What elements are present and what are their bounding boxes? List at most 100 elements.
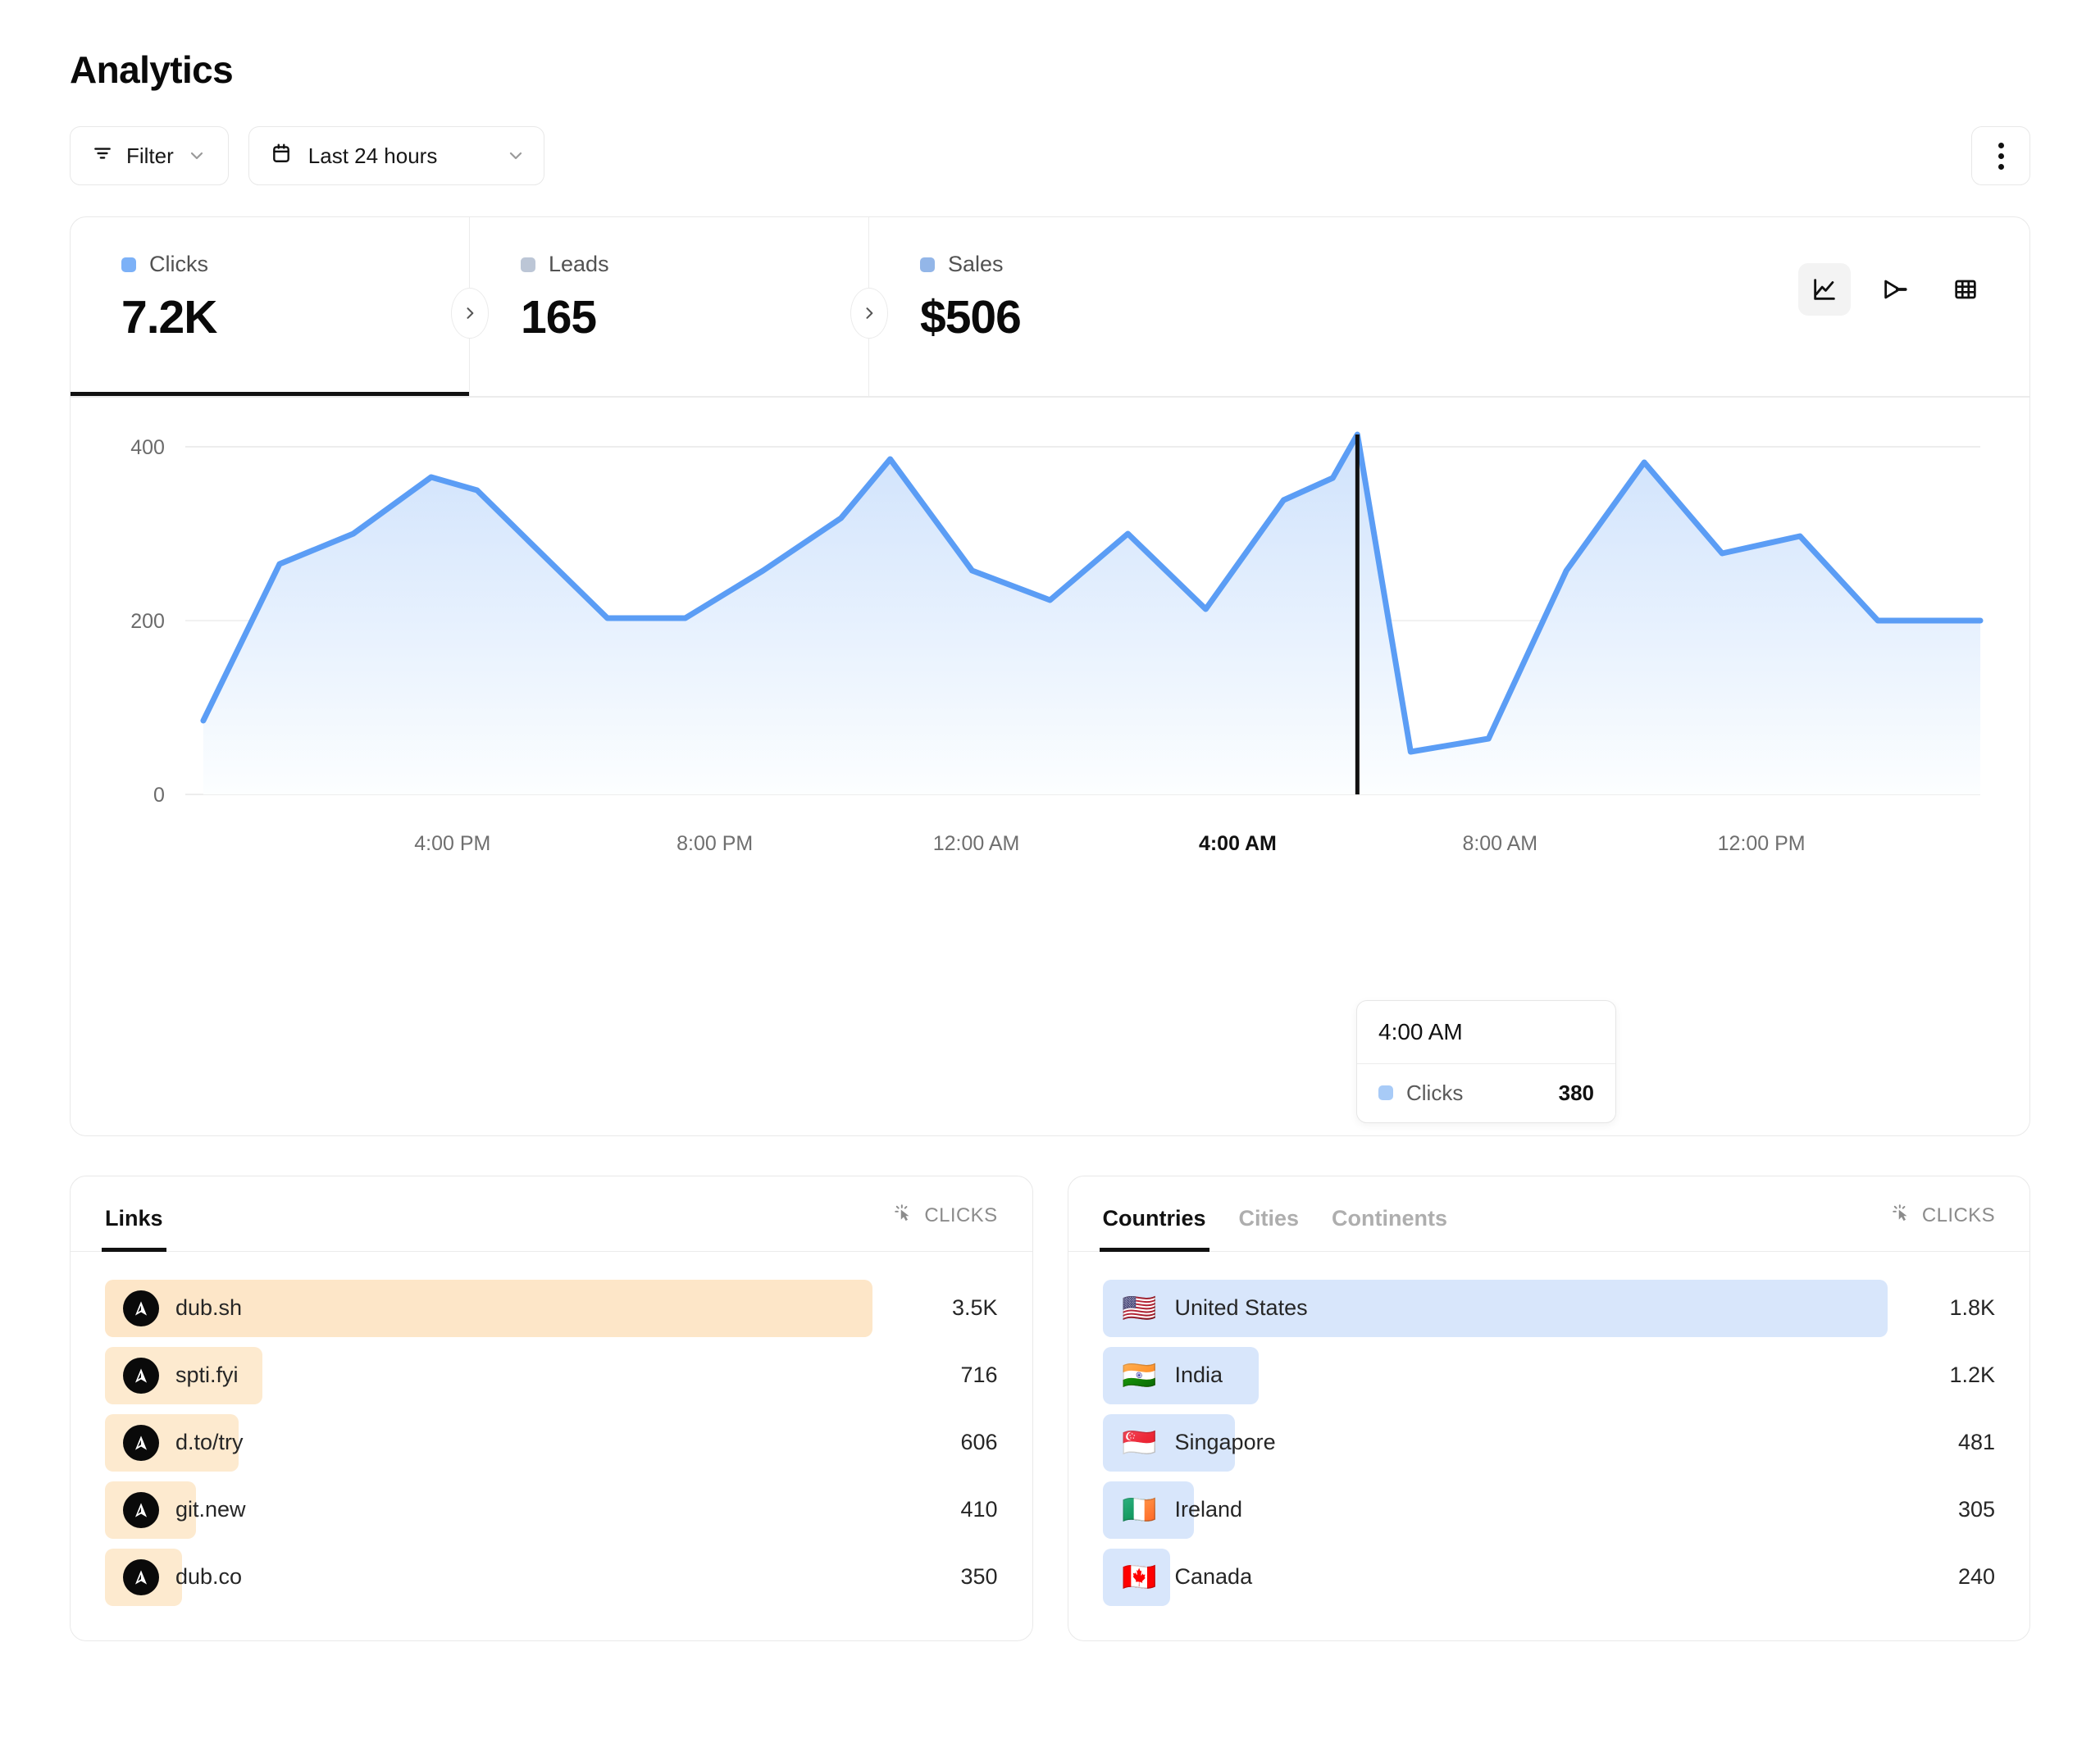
- toolbar: Filter Last 24 hours: [70, 126, 2030, 185]
- list-item[interactable]: 🇸🇬 Singapore 481: [1102, 1413, 1995, 1472]
- view-mode-switcher: [1798, 263, 1992, 316]
- chart-tooltip: 4:00 AM Clicks 380: [1356, 999, 1616, 1123]
- svg-text:0: 0: [153, 784, 165, 807]
- chevron-down-icon: [506, 146, 526, 166]
- country-value: 305: [1957, 1497, 1995, 1522]
- link-value: 716: [960, 1363, 998, 1388]
- click-cursor-icon: [893, 1203, 914, 1230]
- metric-head: Leads: [521, 252, 868, 277]
- metric-head: Sales: [920, 252, 1269, 277]
- metric-card-leads[interactable]: Leads 165: [470, 217, 869, 396]
- dub-logo-icon: [123, 1491, 159, 1528]
- dub-logo-icon: [123, 1558, 159, 1595]
- flag-icon-ca: 🇨🇦: [1122, 1560, 1157, 1594]
- chart-area-fill: [203, 434, 1981, 794]
- list-item[interactable]: spti.fyi 716: [105, 1346, 998, 1404]
- dub-logo-icon: [123, 1357, 159, 1394]
- metric-label: Sales: [948, 252, 1004, 276]
- links-tabs: Links: [102, 1176, 166, 1253]
- tab-continents[interactable]: Continents: [1332, 1205, 1448, 1231]
- svg-text:200: 200: [130, 610, 165, 633]
- list-item[interactable]: d.to/try 606: [105, 1413, 998, 1472]
- locations-tabs: Countries Cities Continents: [1099, 1176, 1448, 1253]
- country-value: 1.8K: [1949, 1295, 1995, 1321]
- metric-next-chevron-1[interactable]: [451, 288, 489, 339]
- link-value: 606: [960, 1430, 998, 1455]
- click-cursor-icon: [1891, 1203, 1912, 1230]
- svg-text:12:00 PM: 12:00 PM: [1718, 832, 1806, 855]
- country-name: Singapore: [1174, 1430, 1276, 1455]
- x-axis-labels: 4:00 PM 8:00 PM 12:00 AM 4:00 AM 8:00 AM…: [414, 832, 1805, 855]
- metric-label: Leads: [549, 252, 609, 276]
- metric-card-sales[interactable]: Sales $506: [869, 217, 1269, 396]
- leads-color-dot: [521, 257, 535, 272]
- link-value: 410: [960, 1497, 998, 1522]
- dub-logo-icon: [123, 1290, 159, 1326]
- metric-value: 165: [521, 291, 597, 344]
- link-name: d.to/try: [175, 1430, 244, 1455]
- locations-metric-label: CLICKS: [1921, 1204, 1995, 1227]
- kebab-dot: [1998, 142, 2004, 148]
- links-panel-header: Links CLICKS: [71, 1176, 1032, 1253]
- link-name: dub.sh: [175, 1295, 243, 1321]
- row-bar: [1102, 1481, 1194, 1539]
- country-name: India: [1174, 1363, 1223, 1388]
- metric-card-clicks[interactable]: Clicks 7.2K: [71, 217, 470, 396]
- metric-next-chevron-2[interactable]: [850, 288, 888, 339]
- view-mode-table[interactable]: [1939, 263, 1992, 316]
- links-metric-toggle[interactable]: CLICKS: [893, 1203, 997, 1251]
- dub-logo-icon: [123, 1424, 159, 1461]
- more-options-button[interactable]: [1971, 126, 2030, 185]
- row-bar: [1102, 1548, 1171, 1606]
- filter-button[interactable]: Filter: [70, 126, 229, 185]
- clicks-area-chart[interactable]: 400 200 0 4:00 PM 8:00 PM 12:00 AM 4:00 …: [71, 398, 2029, 1135]
- locations-panel: Countries Cities Continents CLICKS: [1067, 1175, 2030, 1641]
- svg-text:8:00 AM: 8:00 AM: [1462, 832, 1537, 855]
- flag-icon-sg: 🇸🇬: [1122, 1426, 1157, 1459]
- svg-text:4:00 AM: 4:00 AM: [1199, 832, 1277, 855]
- date-range-button[interactable]: Last 24 hours: [248, 126, 545, 185]
- filter-button-label: Filter: [126, 143, 174, 168]
- list-item[interactable]: 🇺🇸 United States 1.8K: [1102, 1279, 1995, 1337]
- sales-color-dot: [920, 257, 935, 272]
- chevron-down-icon: [187, 146, 207, 166]
- svg-text:400: 400: [130, 436, 165, 459]
- row-bar: [105, 1279, 873, 1337]
- links-panel: Links CLICKS: [70, 1175, 1033, 1641]
- tooltip-series-label: Clicks: [1406, 1080, 1464, 1105]
- list-item[interactable]: dub.co 350: [105, 1548, 998, 1606]
- analytics-card: Clicks 7.2K Leads 165 Sales $506: [70, 216, 2030, 1136]
- list-item[interactable]: dub.sh 3.5K: [105, 1279, 998, 1337]
- tooltip-time: 4:00 AM: [1357, 1001, 1615, 1064]
- list-item[interactable]: 🇮🇳 India 1.2K: [1102, 1346, 1995, 1404]
- locations-metric-toggle[interactable]: CLICKS: [1891, 1203, 1995, 1251]
- view-mode-funnel[interactable]: [1869, 263, 1921, 316]
- flag-icon-ie: 🇮🇪: [1122, 1493, 1157, 1526]
- list-item[interactable]: 🇨🇦 Canada 240: [1102, 1548, 1995, 1606]
- link-name: dub.co: [175, 1564, 243, 1590]
- metric-head: Clicks: [121, 252, 469, 277]
- y-axis-labels: 400 200 0: [130, 436, 165, 807]
- page-title: Analytics: [70, 48, 234, 91]
- tab-cities[interactable]: Cities: [1238, 1205, 1300, 1231]
- chart-svg: 400 200 0 4:00 PM 8:00 PM 12:00 AM 4:00 …: [130, 431, 1984, 855]
- row-bar: [1102, 1413, 1235, 1472]
- filter-lines-icon: [92, 143, 113, 170]
- tooltip-color-dot: [1378, 1085, 1393, 1101]
- tab-countries[interactable]: Countries: [1099, 1206, 1209, 1253]
- row-bar: [1102, 1346, 1259, 1404]
- bottom-panels: Links CLICKS: [70, 1175, 2030, 1641]
- tooltip-series-value: 380: [1558, 1080, 1594, 1105]
- flag-icon-in: 🇮🇳: [1122, 1358, 1157, 1392]
- date-range-label: Last 24 hours: [307, 143, 438, 168]
- view-mode-line-chart[interactable]: [1798, 263, 1851, 316]
- kebab-dot: [1998, 152, 2004, 159]
- link-value: 350: [960, 1564, 998, 1590]
- tab-links[interactable]: Links: [102, 1206, 166, 1253]
- locations-panel-header: Countries Cities Continents CLICKS: [1068, 1176, 2029, 1253]
- metrics-row: Clicks 7.2K Leads 165 Sales $506: [71, 217, 2029, 396]
- list-item[interactable]: 🇮🇪 Ireland 305: [1102, 1481, 1995, 1539]
- tooltip-series-row: Clicks 380: [1357, 1064, 1615, 1122]
- metric-value: 7.2K: [121, 291, 217, 344]
- list-item[interactable]: git.new 410: [105, 1481, 998, 1539]
